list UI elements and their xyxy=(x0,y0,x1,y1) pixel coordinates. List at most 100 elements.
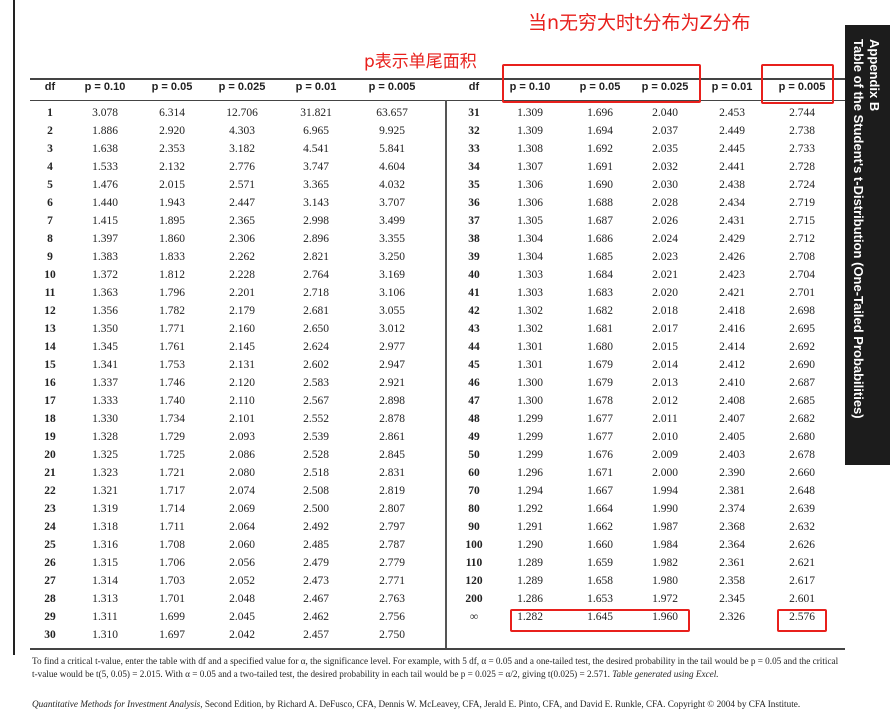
t-value-cell: 1.994 xyxy=(652,485,678,497)
t-value-cell: 2.750 xyxy=(379,629,405,641)
t-value-cell: 3.055 xyxy=(379,305,405,317)
t-value-cell: 1.341 xyxy=(92,359,118,371)
t-value-cell: 2.698 xyxy=(789,305,815,317)
t-value-cell: 2.060 xyxy=(229,539,255,551)
t-value-cell: 2.361 xyxy=(719,557,745,569)
column-header: p = 0.005 xyxy=(368,81,416,93)
df-cell: 110 xyxy=(465,557,483,569)
t-value-cell: 1.306 xyxy=(517,179,543,191)
t-value-cell: 1.653 xyxy=(587,593,613,605)
t-value-cell: 1.703 xyxy=(159,575,185,587)
t-value-cell: 2.728 xyxy=(789,161,815,173)
t-value-cell: 1.304 xyxy=(517,233,543,245)
t-value-cell: 1.761 xyxy=(159,341,185,353)
t-value-cell: 1.725 xyxy=(159,449,185,461)
t-value-cell: 1.886 xyxy=(92,125,118,137)
t-value-cell: 1.328 xyxy=(92,431,118,443)
t-value-cell: 1.299 xyxy=(517,449,543,461)
t-value-cell: 2.018 xyxy=(652,305,678,317)
t-value-cell: 2.681 xyxy=(303,305,329,317)
t-value-cell: 1.708 xyxy=(159,539,185,551)
df-cell: 4 xyxy=(47,161,53,173)
t-value-cell: 2.602 xyxy=(303,359,329,371)
df-cell: 7 xyxy=(47,215,53,227)
t-value-cell: 1.305 xyxy=(517,215,543,227)
highlight-box-header xyxy=(502,64,701,103)
t-value-cell: 2.724 xyxy=(789,179,815,191)
t-value-cell: 2.738 xyxy=(789,125,815,137)
t-value-cell: 1.982 xyxy=(652,557,678,569)
t-value-cell: 4.032 xyxy=(379,179,405,191)
t-value-cell: 1.323 xyxy=(92,467,118,479)
t-value-cell: 1.740 xyxy=(159,395,185,407)
t-value-cell: 2.042 xyxy=(229,629,255,641)
df-cell: 19 xyxy=(44,431,56,443)
t-value-cell: 2.145 xyxy=(229,341,255,353)
t-value-cell: 2.407 xyxy=(719,413,745,425)
t-value-cell: 2.434 xyxy=(719,197,745,209)
t-value-cell: 2.093 xyxy=(229,431,255,443)
df-cell: 200 xyxy=(465,593,483,605)
t-value-cell: 2.528 xyxy=(303,449,329,461)
t-value-cell: 1.690 xyxy=(587,179,613,191)
t-value-cell: 1.440 xyxy=(92,197,118,209)
t-value-cell: 3.106 xyxy=(379,287,405,299)
table-header-rule xyxy=(30,100,845,101)
t-value-cell: 2.014 xyxy=(652,359,678,371)
t-value-cell: 6.965 xyxy=(303,125,329,137)
column-header: p = 0.10 xyxy=(509,81,551,93)
annotation-infinity-note: 当n无穷大时t分布为Z分布 xyxy=(528,12,751,34)
df-cell: 80 xyxy=(468,503,480,515)
t-value-cell: 1.696 xyxy=(587,107,613,119)
t-value-cell: 4.303 xyxy=(229,125,255,137)
t-value-cell: 2.032 xyxy=(652,161,678,173)
df-cell: 45 xyxy=(468,359,480,371)
t-value-cell: 1.345 xyxy=(92,341,118,353)
t-value-cell: 1.782 xyxy=(159,305,185,317)
appendix-sidebar: Appendix B Table of the Student's t-Dist… xyxy=(845,25,890,465)
footnote-text: To find a critical t-value, enter the ta… xyxy=(32,656,839,679)
credit: Quantitative Methods for Investment Anal… xyxy=(32,698,842,711)
t-value-cell: 1.286 xyxy=(517,593,543,605)
t-value-cell: 2.583 xyxy=(303,377,329,389)
t-value-cell: 9.925 xyxy=(379,125,405,137)
t-value-cell: 31.821 xyxy=(300,107,332,119)
t-value-cell: 2.632 xyxy=(789,521,815,533)
t-value-cell: 1.415 xyxy=(92,215,118,227)
t-value-cell: 2.015 xyxy=(159,179,185,191)
t-value-cell: 3.182 xyxy=(229,143,255,155)
page-edge-rule xyxy=(13,0,15,655)
t-value-cell: 1.711 xyxy=(159,521,185,533)
t-value-cell: 1.664 xyxy=(587,503,613,515)
t-value-cell: 2.650 xyxy=(303,323,329,335)
df-cell: 11 xyxy=(44,287,56,299)
t-value-cell: 2.056 xyxy=(229,557,255,569)
t-value-cell: 1.676 xyxy=(587,449,613,461)
t-value-cell: 1.372 xyxy=(92,269,118,281)
t-value-cell: 3.169 xyxy=(379,269,405,281)
df-cell: ∞ xyxy=(469,611,479,623)
t-value-cell: 2.845 xyxy=(379,449,405,461)
t-value-cell: 1.337 xyxy=(92,377,118,389)
t-value-cell: 1.667 xyxy=(587,485,613,497)
t-value-cell: 2.306 xyxy=(229,233,255,245)
t-value-cell: 2.977 xyxy=(379,341,405,353)
t-value-cell: 2.831 xyxy=(379,467,405,479)
t-value-cell: 2.132 xyxy=(159,161,185,173)
df-cell: 8 xyxy=(47,233,53,245)
t-value-cell: 2.024 xyxy=(652,233,678,245)
t-value-cell: 2.074 xyxy=(229,485,255,497)
t-value-cell: 1.677 xyxy=(587,431,613,443)
df-cell: 32 xyxy=(468,125,480,137)
t-value-cell: 1.303 xyxy=(517,287,543,299)
df-cell: 10 xyxy=(44,269,56,281)
t-value-cell: 2.621 xyxy=(789,557,815,569)
appendix-label: Appendix B xyxy=(867,39,882,112)
t-value-cell: 2.110 xyxy=(229,395,255,407)
t-value-cell: 3.499 xyxy=(379,215,405,227)
df-cell: 17 xyxy=(44,395,56,407)
t-value-cell: 1.533 xyxy=(92,161,118,173)
t-value-cell: 2.473 xyxy=(303,575,329,587)
t-value-cell: 2.421 xyxy=(719,287,745,299)
t-value-cell: 1.330 xyxy=(92,413,118,425)
